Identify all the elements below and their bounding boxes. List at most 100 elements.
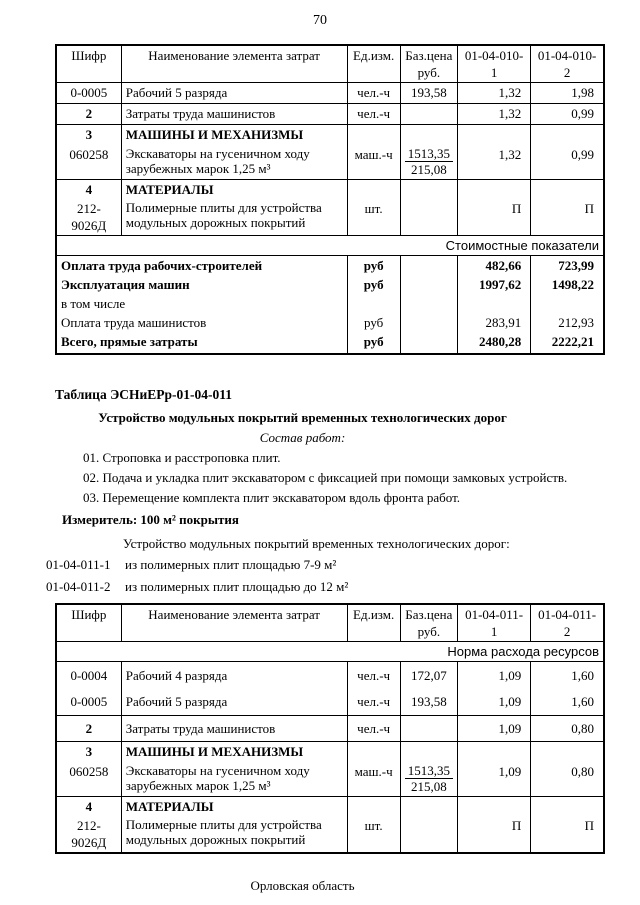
value-cell-1 (456, 124, 531, 145)
summary-row: в том числе (55, 294, 604, 313)
page-number: 70 (313, 13, 327, 28)
variant-text: из полимерных плит площадью до 12 м² (125, 579, 349, 594)
group-title: МАШИНЫ И МЕХАНИЗМЫ (120, 741, 348, 762)
name-cell: Полимерные плиты для устройства модульны… (120, 816, 348, 853)
price-cell: 1513,35 215,08 (399, 761, 458, 796)
summary-unit: руб (346, 255, 401, 275)
summary-name: Оплата труда машинистов (55, 313, 348, 332)
unit-cell: маш.-ч (346, 144, 401, 179)
header-norm-col1: 01-04-010-1 (456, 45, 531, 83)
work-item: 02. Подача и укладка плит экскаватором с… (83, 470, 568, 485)
name-cell: Рабочий 5 разряда (120, 82, 348, 104)
name-line-1: Полимерные плиты для устройства (125, 817, 322, 832)
price-cell (399, 715, 458, 742)
work-item: 01. Строповка и расстроповка плит. (83, 450, 281, 465)
value-cell-2: П (530, 199, 604, 236)
unit-cell (346, 178, 401, 199)
name-line-2: модульных дорожных покрытий (125, 215, 306, 230)
group-number: 4 (55, 178, 122, 199)
table-row: 2 Затраты труда машинистов чел.-ч 1,32 0… (55, 103, 604, 125)
summary-name: Эксплуатация машин (55, 275, 348, 294)
variant-code: 01-04-011-1 (46, 557, 111, 572)
section-label-row: Норма расхода ресурсов (55, 641, 604, 662)
value-cell-1: П (456, 816, 531, 853)
value-cell-1: 1,09 (456, 688, 531, 716)
cost-indicators-label: Стоимостные показатели (55, 235, 604, 256)
price-cell (399, 103, 458, 125)
name-line-2: зарубежных марок 1,25 м³ (125, 777, 271, 793)
summary-unit: руб (346, 313, 401, 332)
unit-cell (346, 741, 401, 762)
table-011-subtitle: Устройство модульных покрытий временных … (123, 536, 510, 551)
summary-row: Оплата труда рабочих-строителей руб 482,… (55, 255, 604, 275)
price-cell (399, 124, 458, 145)
table-row: 0-0005 Рабочий 5 разряда чел.-ч 193,58 1… (55, 688, 604, 716)
table-header-row: Шифр Наименование элемента затрат Ед.изм… (55, 45, 604, 83)
group-title: МАТЕРИАЛЫ (120, 178, 348, 199)
name-cell: Затраты труда машинистов (120, 103, 348, 125)
group-header-row: 3 МАШИНЫ И МЕХАНИЗМЫ (55, 741, 604, 762)
cost-table-011: Шифр Наименование элемента затрат Ед.изм… (55, 603, 605, 854)
summary-value-1: 2480,28 (456, 332, 531, 354)
unit-cell: чел.-ч (346, 661, 401, 689)
value-cell-2: 0,99 (530, 144, 604, 179)
value-cell-2: 0,80 (530, 715, 604, 742)
group-header-row: 4 МАТЕРИАЛЫ (55, 795, 604, 816)
code-cell: 2 (55, 715, 122, 742)
group-number: 3 (55, 124, 122, 145)
group-header-row: 3 МАШИНЫ И МЕХАНИЗМЫ (55, 124, 604, 145)
resource-norm-label: Норма расхода ресурсов (55, 641, 604, 662)
table-row: 0-0005 Рабочий 5 разряда чел.-ч 193,58 1… (55, 82, 604, 104)
header-base-price: Баз.цена руб. (399, 604, 458, 642)
price-bottom: 215,08 (410, 161, 447, 177)
header-base-price-line2: руб. (417, 624, 441, 639)
work-item: 03. Перемещение комплекта плит экскавато… (83, 490, 461, 505)
value-cell-1: 1,32 (456, 144, 531, 179)
table-row: 2 Затраты труда машинистов чел.-ч 1,09 0… (55, 715, 604, 742)
price-bottom: 215,08 (410, 778, 447, 794)
unit-cell: маш.-ч (346, 761, 401, 796)
summary-value-2: 723,99 (530, 255, 604, 275)
code-cell: 0-0005 (55, 82, 122, 104)
value-cell-1: П (456, 199, 531, 236)
cost-table-010: Шифр Наименование элемента затрат Ед.изм… (55, 44, 605, 355)
price-top: 1513,35 (404, 146, 453, 162)
group-number: 3 (55, 741, 122, 762)
summary-value-2: 1498,22 (530, 275, 604, 294)
value-cell-1 (456, 795, 531, 816)
summary-name: Оплата труда рабочих-строителей (55, 255, 348, 275)
value-cell-2 (530, 741, 604, 762)
code-cell: 212-9026Д (55, 816, 122, 853)
value-cell-2 (530, 124, 604, 145)
price-cell (399, 795, 458, 816)
code-cell: 0-0005 (55, 688, 122, 716)
name-line-2: модульных дорожных покрытий (125, 832, 306, 847)
summary-value-2: 212,93 (530, 313, 604, 332)
region-footer: Орловская область (250, 878, 355, 893)
header-norm-col2: 01-04-010-2 (530, 45, 604, 83)
name-cell: Экскаваторы на гусеничном ходу зарубежны… (120, 144, 348, 179)
value-cell-1 (456, 178, 531, 199)
value-cell-2 (530, 795, 604, 816)
header-base-price: Баз.цена руб. (399, 45, 458, 83)
code-cell: 212-9026Д (55, 199, 122, 236)
table-row: 212-9026Д Полимерные плиты для устройств… (55, 199, 604, 236)
table-row: 060258 Экскаваторы на гусеничном ходу за… (55, 144, 604, 179)
price-cell (399, 816, 458, 853)
unit-cell: чел.-ч (346, 82, 401, 104)
group-title: МАШИНЫ И МЕХАНИЗМЫ (120, 124, 348, 145)
table-011-label: Таблица ЭСНиЕРр-01-04-011 (55, 387, 233, 402)
table-011-title: Устройство модульных покрытий временных … (98, 410, 507, 425)
value-cell-2: 1,60 (530, 688, 604, 716)
value-cell-1: 1,32 (456, 103, 531, 125)
name-cell: Рабочий 5 разряда (120, 688, 348, 716)
price-cell: 193,58 (399, 82, 458, 104)
value-cell-2 (530, 178, 604, 199)
summary-name: в том числе (55, 294, 348, 313)
summary-value-1: 1997,62 (456, 275, 531, 294)
table-row: 0-0004 Рабочий 4 разряда чел.-ч 172,07 1… (55, 661, 604, 689)
summary-name: Всего, прямые затраты (55, 332, 348, 354)
name-line-1: Полимерные плиты для устройства (125, 200, 322, 215)
header-base-price-line1: Баз.цена (405, 48, 453, 63)
price-cell: 1513,35 215,08 (399, 144, 458, 179)
